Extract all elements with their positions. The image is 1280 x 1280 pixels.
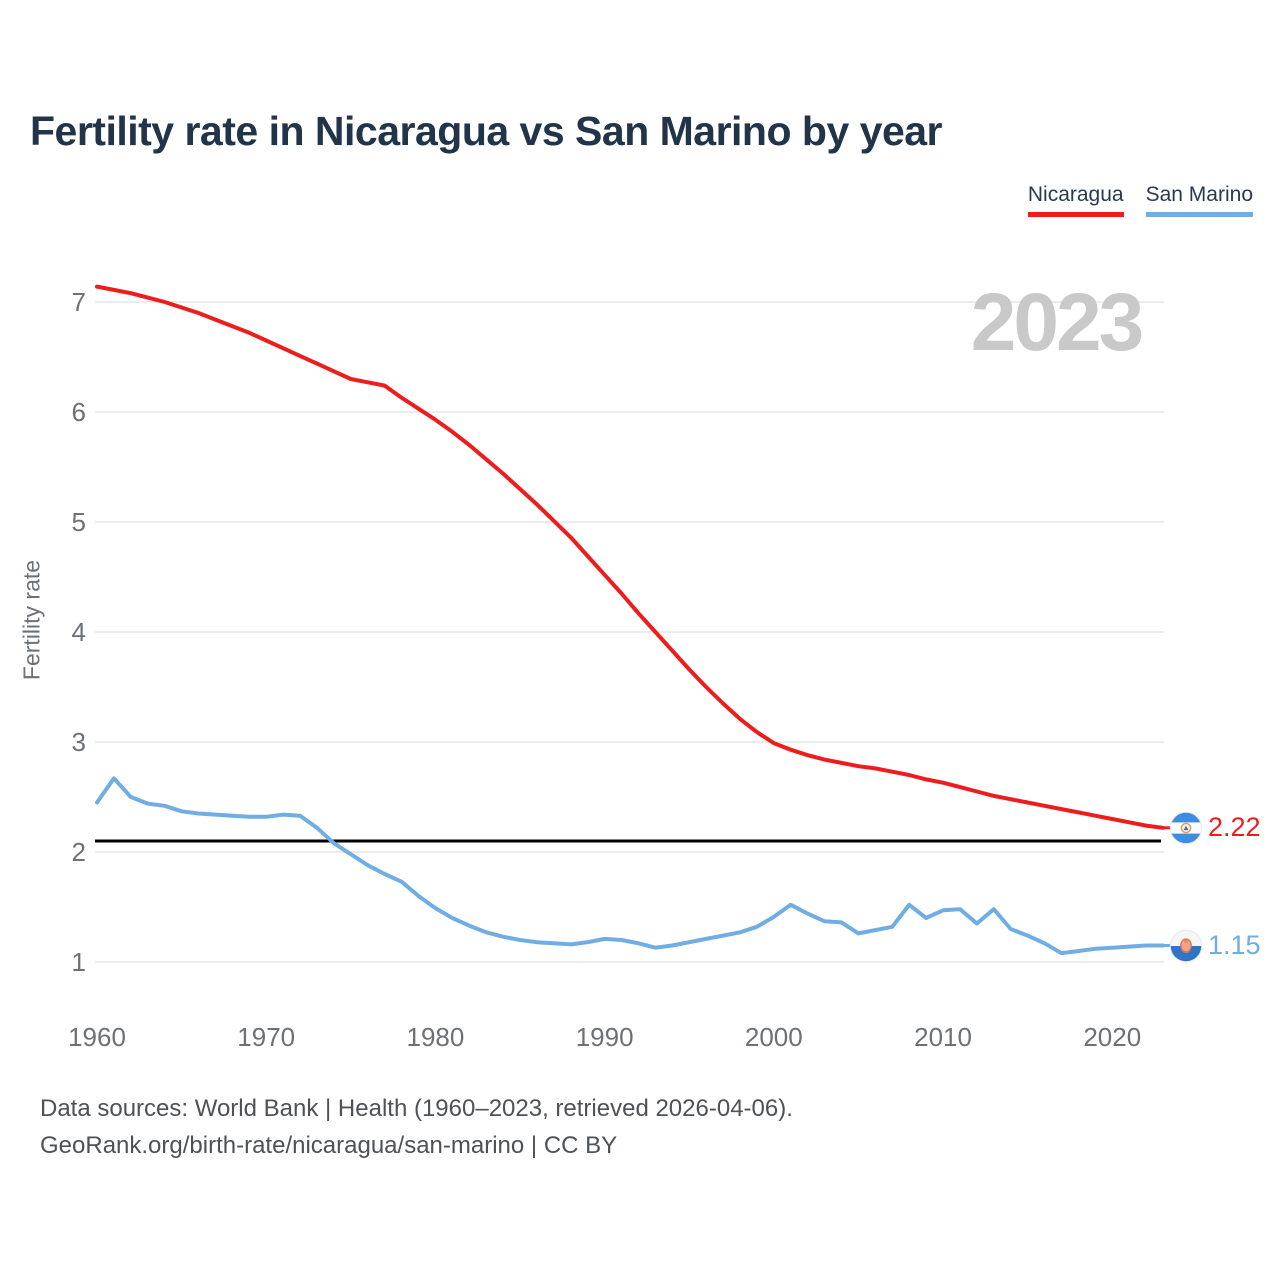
san-marino-end-value: 1.15 (1208, 929, 1261, 960)
y-tick-label: 3 (72, 727, 86, 757)
footer: Data sources: World Bank | Health (1960–… (40, 1090, 793, 1164)
x-tick-label: 1960 (68, 1022, 126, 1052)
x-tick-label: 1970 (237, 1022, 295, 1052)
nicaragua-flag-icon (1169, 811, 1203, 845)
nicaragua-end-value: 2.22 (1208, 811, 1261, 842)
footer-url-line: GeoRank.org/birth-rate/nicaragua/san-mar… (40, 1132, 618, 1159)
y-tick-label: 2 (72, 837, 86, 867)
legend: Nicaragua San Marino (1027, 183, 1253, 217)
year-watermark: 2023 (971, 277, 1142, 368)
x-tick-label: 1980 (406, 1022, 464, 1052)
legend-label-nicaragua: Nicaragua (1027, 183, 1124, 206)
san-marino-line (95, 776, 1165, 956)
x-tick-label: 2000 (745, 1022, 803, 1052)
y-tick-label: 7 (72, 287, 86, 317)
y-tick-label: 4 (72, 617, 86, 647)
x-tick-label: 2010 (914, 1022, 972, 1052)
nicaragua-line (95, 284, 1165, 830)
y-tick-label: 6 (72, 397, 86, 427)
footer-source-line: Data sources: World Bank | Health (1960–… (40, 1095, 793, 1122)
san-marino-flag-icon (1169, 929, 1203, 963)
y-tick-label: 1 (72, 947, 86, 977)
legend-item-san-marino[interactable]: San Marino (1145, 183, 1253, 217)
y-tick-label: 5 (72, 507, 86, 537)
legend-item-nicaragua[interactable]: Nicaragua (1027, 183, 1124, 217)
legend-label-san-marino: San Marino (1145, 183, 1253, 206)
x-tick-label: 2020 (1083, 1022, 1141, 1052)
page-title: Fertility rate in Nicaragua vs San Marin… (30, 108, 943, 154)
x-tick-label: 1990 (576, 1022, 634, 1052)
